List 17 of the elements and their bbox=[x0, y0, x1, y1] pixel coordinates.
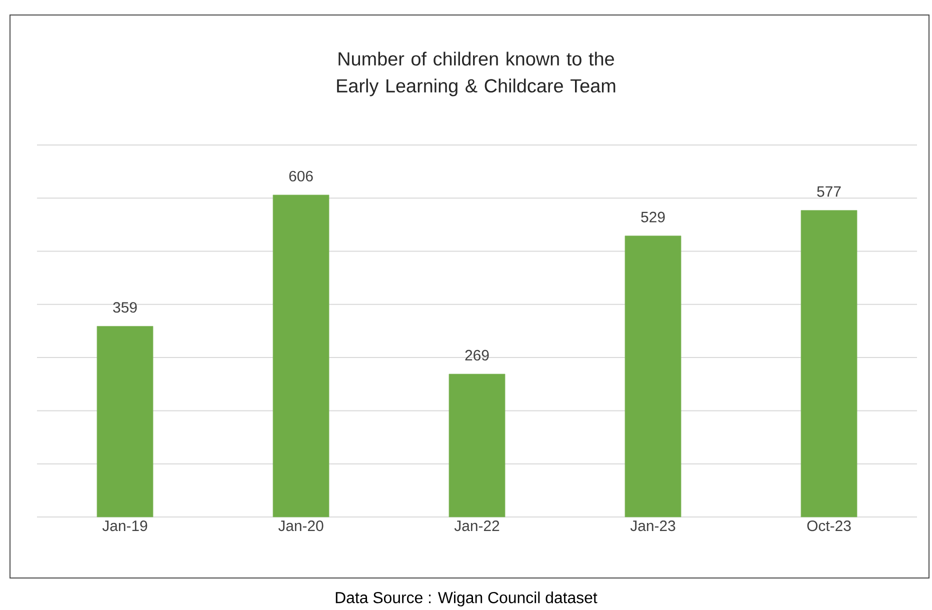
data-label: 577 bbox=[817, 186, 841, 197]
bar bbox=[448, 374, 506, 518]
chart-title: Number of children known to the Early Learning & Childcare Team bbox=[337, 52, 616, 96]
data-label: 359 bbox=[113, 302, 137, 313]
source-note: Data Source : Wigan Council dataset bbox=[336, 592, 598, 606]
x-tick-label: Jan-23 bbox=[630, 520, 676, 532]
x-tick-label: Jan-22 bbox=[454, 520, 500, 532]
x-tick-label: Oct-23 bbox=[807, 520, 851, 532]
bar bbox=[96, 326, 154, 518]
data-label: 269 bbox=[465, 350, 489, 361]
bar bbox=[624, 236, 682, 518]
bar bbox=[800, 210, 858, 518]
data-label: 606 bbox=[289, 170, 313, 182]
x-tick-label: Jan-20 bbox=[278, 520, 324, 532]
data-label: 529 bbox=[641, 212, 665, 222]
x-tick-label: Jan-19 bbox=[102, 520, 148, 532]
bar bbox=[272, 194, 330, 518]
